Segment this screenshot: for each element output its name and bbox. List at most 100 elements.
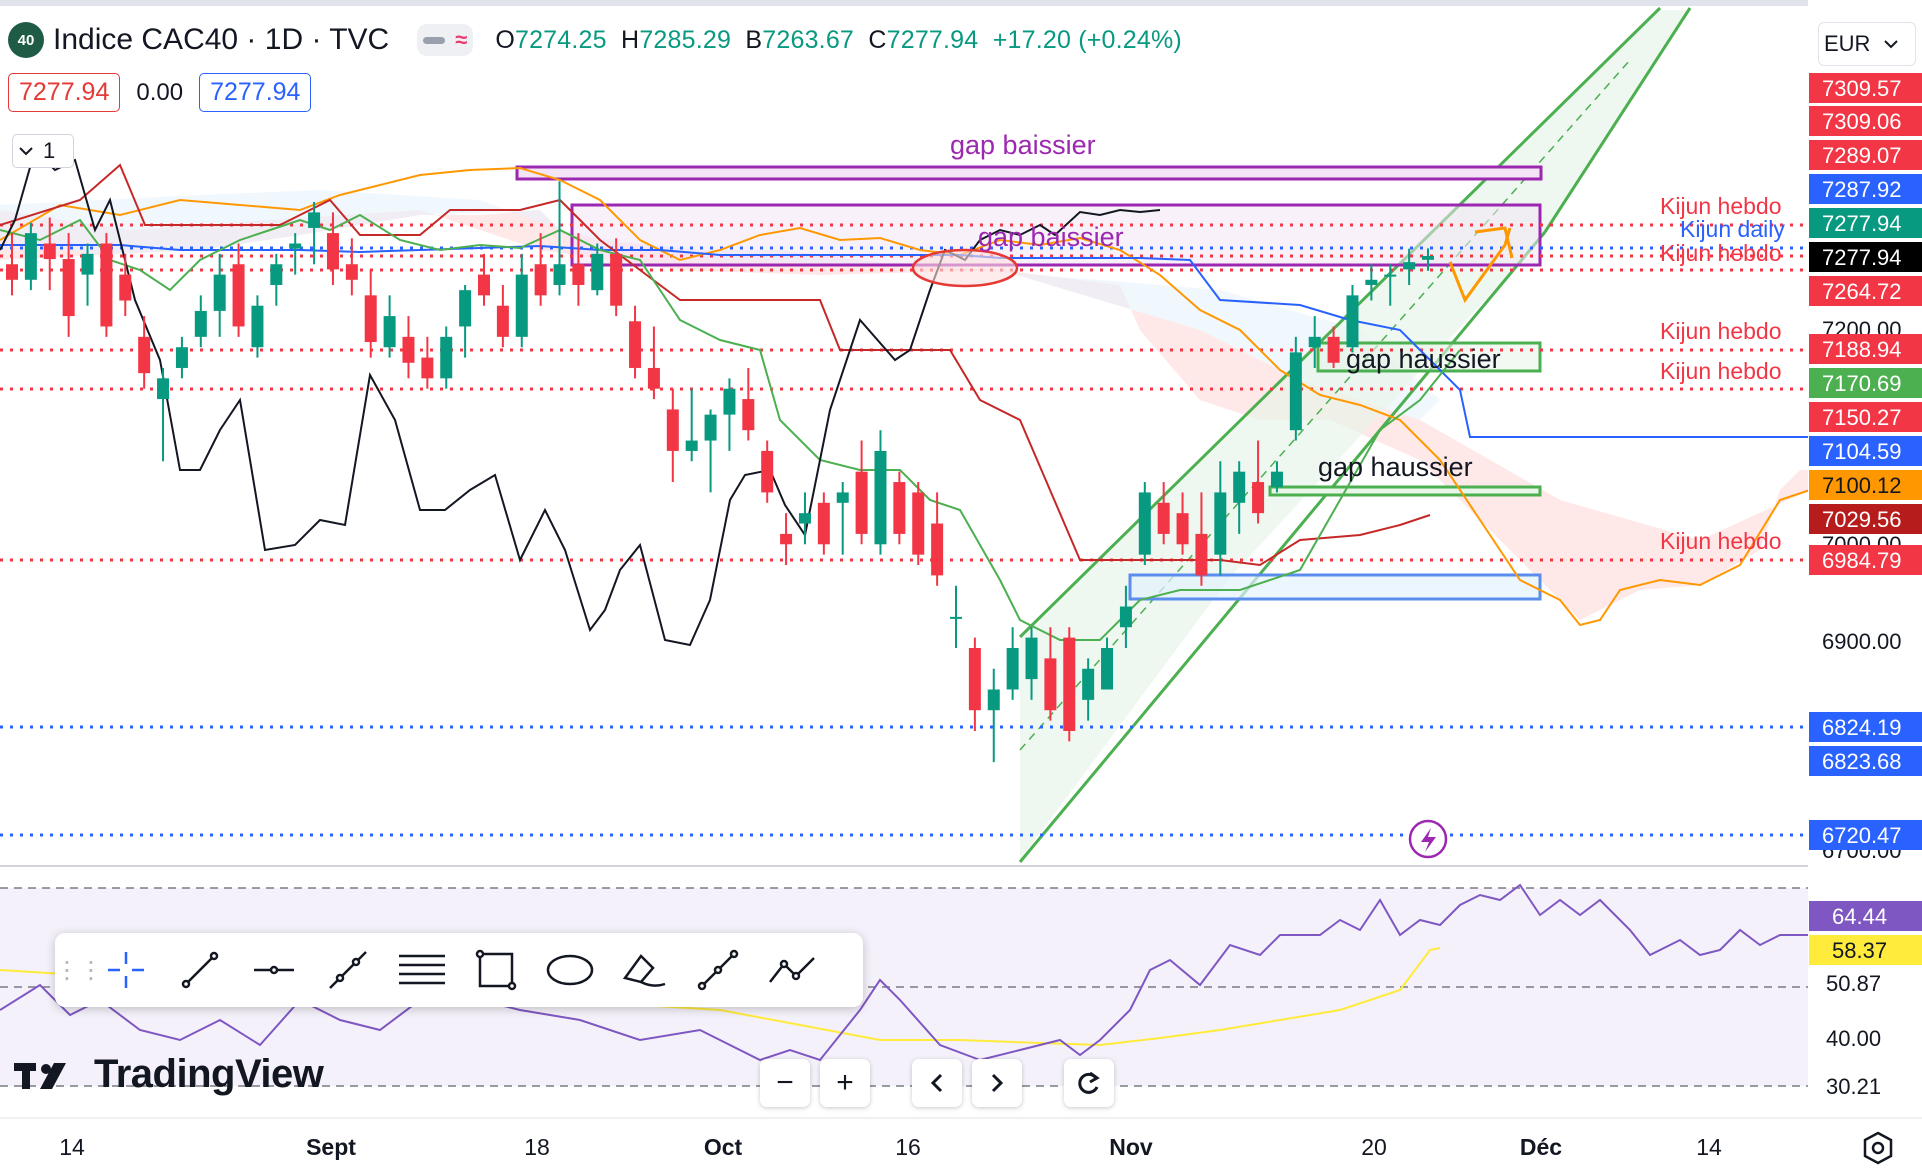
annotation-kijun-daily: Kijun daily	[1680, 216, 1785, 242]
candle-body	[1327, 336, 1340, 363]
candle-body	[704, 414, 717, 441]
price-scale[interactable]: 6700.007200.007000.006900.007309.577309.…	[1809, 73, 1922, 1099]
kijun-line-blue	[0, 244, 1810, 438]
gap-haussier-zone-2	[1268, 485, 1542, 497]
candle-body	[232, 264, 245, 327]
trend-line-tool[interactable]	[163, 940, 237, 1000]
scroll-right-button[interactable]	[972, 1059, 1022, 1107]
candle-body	[1214, 492, 1227, 555]
fib-retracement-tool[interactable]	[385, 940, 459, 1000]
price-badge	[1809, 140, 1922, 170]
tradingview-mark-icon	[14, 1062, 66, 1089]
low-value: 7263.67	[762, 25, 855, 54]
candle-body	[421, 357, 434, 379]
rsi-badge	[1809, 901, 1922, 931]
price-badge-label: 6720.47	[1822, 823, 1902, 848]
candle-body	[1101, 648, 1114, 690]
chevron-right-icon	[991, 1073, 1004, 1093]
scroll-left-button[interactable]	[912, 1059, 962, 1107]
crosshair-tool[interactable]	[89, 940, 163, 1000]
time-axis-label: 18	[524, 1134, 550, 1160]
price-badge	[1809, 504, 1922, 534]
open-label: O	[495, 25, 515, 54]
price-badge	[1809, 106, 1922, 136]
rectangle-tool[interactable]	[459, 940, 533, 1000]
senkou-span-line	[0, 166, 1811, 627]
price-badge	[1809, 820, 1922, 850]
candle-body	[1006, 648, 1019, 690]
candle-body	[987, 689, 1000, 711]
collapse-icon[interactable]	[423, 36, 446, 44]
ray-tool[interactable]	[311, 940, 385, 1000]
candle-body	[440, 336, 453, 379]
open-value: 7274.25	[514, 25, 607, 54]
price-badge-label: 7264.72	[1822, 279, 1902, 304]
rsi-tick-label: 40.00	[1826, 1026, 1881, 1051]
candle-body	[1082, 668, 1095, 700]
tradingview-logo[interactable]: TradingView	[14, 1052, 324, 1097]
candle-body	[666, 409, 679, 451]
drawing-toolbar: ⋮⋮	[55, 933, 863, 1007]
candle-body	[175, 347, 188, 368]
change-value: +17.20 (+0.24%)	[992, 25, 1182, 54]
candle-body	[459, 290, 472, 327]
candle-body	[515, 274, 528, 337]
candle-body	[968, 648, 981, 711]
candle-body	[157, 378, 170, 400]
rsi-badge-label: 64.44	[1832, 904, 1887, 929]
candle-body	[912, 492, 925, 555]
kijun-line-red	[0, 163, 1431, 567]
candle-body	[402, 336, 415, 363]
buy-price-button[interactable]: 7277.94	[199, 73, 312, 112]
price-badge	[1809, 368, 1922, 398]
reset-chart-button[interactable]	[1064, 1059, 1114, 1107]
symbol-title[interactable]: Indice CAC40 · 1D · TVC	[53, 23, 390, 56]
horizontal-line-tool[interactable]	[237, 940, 311, 1000]
rsi-tick-label: 50.87	[1826, 971, 1881, 996]
candle-body	[364, 295, 377, 343]
candle-body	[43, 243, 56, 260]
currency-selector[interactable]: EUR	[1818, 22, 1916, 66]
candle-body	[24, 233, 37, 280]
candle-body	[817, 502, 830, 545]
projection-arrow-icon	[1474, 226, 1514, 259]
brush-tool[interactable]	[607, 940, 681, 1000]
rsi-badge	[1809, 935, 1922, 965]
zoom-in-button[interactable]: +	[820, 1059, 870, 1107]
high-label: H	[621, 25, 640, 54]
candle-body	[1270, 471, 1283, 488]
candle-body	[308, 212, 321, 228]
crosshair-icon	[108, 952, 144, 988]
path-tool[interactable]	[681, 940, 755, 1000]
minus-icon: −	[776, 1066, 794, 1099]
sell-price-button[interactable]: 7277.94	[8, 73, 121, 112]
rsi-badge-label: 58.37	[1832, 938, 1887, 963]
candle-body	[1157, 502, 1170, 534]
interval-toggle[interactable]: 1	[12, 134, 74, 168]
trend-line-icon	[181, 951, 219, 989]
ellipse-tool[interactable]	[533, 940, 607, 1000]
zoom-out-button[interactable]: −	[760, 1059, 810, 1107]
tradingview-wordmark: TradingView	[94, 1052, 324, 1096]
wave-icon[interactable]: ≈	[455, 27, 468, 52]
drag-handle-icon[interactable]: ⋮⋮	[55, 956, 103, 984]
polyline-tool[interactable]	[755, 940, 829, 1000]
annotation-gap-haussier-2: gap haussier	[1318, 452, 1473, 482]
symbol-logo[interactable]: 40	[8, 22, 44, 58]
channel-upper-line	[1018, 6, 1662, 639]
price-badge	[1809, 402, 1922, 432]
annotation-kijun-hebdo-4: Kijun hebdo	[1660, 358, 1782, 384]
candle-body	[478, 274, 490, 296]
price-badge-label: 6984.79	[1822, 548, 1902, 573]
candle-body	[138, 336, 151, 374]
price-badge	[1809, 712, 1922, 742]
ichimoku-cloud-bullish	[0, 190, 1440, 420]
price-badge-label: 7277.94	[1822, 211, 1902, 236]
brush-icon	[622, 954, 666, 987]
candle-body	[723, 388, 736, 415]
close-value: 7277.94	[886, 25, 979, 54]
header-pills[interactable]: ≈	[417, 24, 474, 56]
candle-body	[534, 264, 547, 296]
chart-nav-buttons: − +	[760, 1059, 1114, 1107]
settings-gear-icon[interactable]	[1860, 1130, 1896, 1171]
